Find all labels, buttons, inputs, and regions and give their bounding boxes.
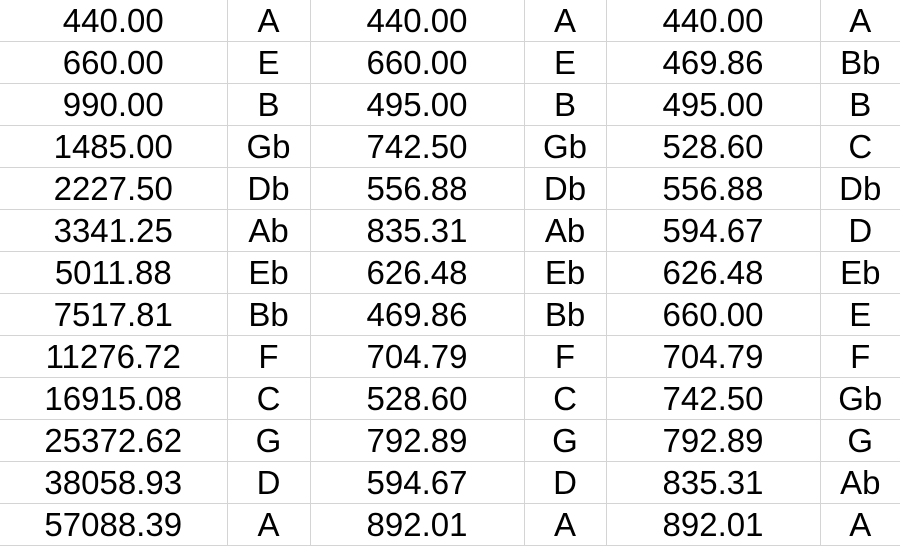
frequency-cell[interactable]: 1485.00	[0, 125, 228, 168]
note-cell[interactable]: D	[523, 461, 607, 504]
table-row: 2227.50 Db 556.88 Db 556.88 Db	[0, 167, 900, 210]
frequency-cell[interactable]: 626.48	[605, 251, 821, 294]
note-cell[interactable]: B	[226, 83, 311, 126]
table-row: 660.00 E 660.00 E 469.86 Bb	[0, 41, 900, 84]
frequency-cell[interactable]: 495.00	[605, 83, 821, 126]
table-row: 25372.62 G 792.89 G 792.89 G	[0, 419, 900, 462]
note-cell[interactable]: G	[226, 419, 311, 462]
frequency-cell[interactable]: 38058.93	[0, 461, 228, 504]
note-cell[interactable]: Bb	[226, 293, 311, 336]
note-cell[interactable]: A	[226, 503, 311, 546]
frequency-cell[interactable]: 2227.50	[0, 167, 228, 210]
note-cell[interactable]: Db	[226, 167, 311, 210]
note-cell[interactable]: Db	[523, 167, 607, 210]
note-cell[interactable]: B	[523, 83, 607, 126]
table-row: 16915.08 C 528.60 C 742.50 Gb	[0, 377, 900, 420]
frequency-cell[interactable]: 3341.25	[0, 209, 228, 252]
frequency-cell[interactable]: 440.00	[0, 0, 228, 42]
note-cell[interactable]: Gb	[819, 377, 900, 420]
note-cell[interactable]: A	[523, 0, 607, 42]
note-cell[interactable]: E	[523, 41, 607, 84]
note-cell[interactable]: F	[523, 335, 607, 378]
frequency-cell[interactable]: 704.79	[605, 335, 821, 378]
frequency-cell[interactable]: 11276.72	[0, 335, 228, 378]
frequency-cell[interactable]: 469.86	[605, 41, 821, 84]
frequency-cell[interactable]: 16915.08	[0, 377, 228, 420]
frequency-cell[interactable]: 835.31	[605, 461, 821, 504]
note-cell[interactable]: Bb	[523, 293, 607, 336]
note-cell[interactable]: C	[523, 377, 607, 420]
note-cell[interactable]: Ab	[819, 461, 900, 504]
table-row: 7517.81 Bb 469.86 Bb 660.00 E	[0, 293, 900, 336]
frequency-cell[interactable]: 5011.88	[0, 251, 228, 294]
table-row: 57088.39 A 892.01 A 892.01 A	[0, 503, 900, 546]
note-cell[interactable]: Gb	[226, 125, 311, 168]
note-cell[interactable]: D	[226, 461, 311, 504]
frequency-cell[interactable]: 990.00	[0, 83, 228, 126]
note-cell[interactable]: E	[819, 293, 900, 336]
frequency-cell[interactable]: 835.31	[309, 209, 525, 252]
note-cell[interactable]: A	[226, 0, 311, 42]
note-cell[interactable]: B	[819, 83, 900, 126]
note-cell[interactable]: Eb	[523, 251, 607, 294]
note-cell[interactable]: F	[819, 335, 900, 378]
frequency-cell[interactable]: 792.89	[605, 419, 821, 462]
frequency-cell[interactable]: 25372.62	[0, 419, 228, 462]
note-cell[interactable]: C	[819, 125, 900, 168]
note-cell[interactable]: Db	[819, 167, 900, 210]
frequency-cell[interactable]: 704.79	[309, 335, 525, 378]
frequency-cell[interactable]: 556.88	[309, 167, 525, 210]
frequency-cell[interactable]: 892.01	[309, 503, 525, 546]
note-cell[interactable]: D	[819, 209, 900, 252]
frequency-cell[interactable]: 469.86	[309, 293, 525, 336]
table-row: 3341.25 Ab 835.31 Ab 594.67 D	[0, 209, 900, 252]
note-cell[interactable]: A	[819, 0, 900, 42]
note-cell[interactable]: Ab	[523, 209, 607, 252]
frequency-cell[interactable]: 528.60	[605, 125, 821, 168]
table-row: 990.00 B 495.00 B 495.00 B	[0, 83, 900, 126]
table-row: 11276.72 F 704.79 F 704.79 F	[0, 335, 900, 378]
note-cell[interactable]: Eb	[226, 251, 311, 294]
note-cell[interactable]: F	[226, 335, 311, 378]
frequency-cell[interactable]: 626.48	[309, 251, 525, 294]
note-cell[interactable]: A	[523, 503, 607, 546]
note-cell[interactable]: C	[226, 377, 311, 420]
note-cell[interactable]: G	[523, 419, 607, 462]
frequency-cell[interactable]: 660.00	[605, 293, 821, 336]
note-cell[interactable]: A	[819, 503, 900, 546]
frequency-cell[interactable]: 495.00	[309, 83, 525, 126]
frequency-cell[interactable]: 660.00	[309, 41, 525, 84]
frequency-cell[interactable]: 440.00	[309, 0, 525, 42]
note-cell[interactable]: Eb	[819, 251, 900, 294]
table-row: 38058.93 D 594.67 D 835.31 Ab	[0, 461, 900, 504]
frequency-cell[interactable]: 594.67	[309, 461, 525, 504]
table-row: 440.00 A 440.00 A 440.00 A	[0, 0, 900, 42]
note-cell[interactable]: Bb	[819, 41, 900, 84]
frequency-cell[interactable]: 556.88	[605, 167, 821, 210]
frequency-cell[interactable]: 742.50	[605, 377, 821, 420]
frequency-cell[interactable]: 892.01	[605, 503, 821, 546]
note-cell[interactable]: E	[226, 41, 311, 84]
note-cell[interactable]: Gb	[523, 125, 607, 168]
frequency-cell[interactable]: 792.89	[309, 419, 525, 462]
table-row: 5011.88 Eb 626.48 Eb 626.48 Eb	[0, 251, 900, 294]
frequency-cell[interactable]: 57088.39	[0, 503, 228, 546]
frequency-cell[interactable]: 742.50	[309, 125, 525, 168]
frequency-cell[interactable]: 7517.81	[0, 293, 228, 336]
frequency-cell[interactable]: 440.00	[605, 0, 821, 42]
frequency-cell[interactable]: 660.00	[0, 41, 228, 84]
note-cell[interactable]: Ab	[226, 209, 311, 252]
frequency-cell[interactable]: 528.60	[309, 377, 525, 420]
note-cell[interactable]: G	[819, 419, 900, 462]
frequency-cell[interactable]: 594.67	[605, 209, 821, 252]
table-row: 1485.00 Gb 742.50 Gb 528.60 C	[0, 125, 900, 168]
